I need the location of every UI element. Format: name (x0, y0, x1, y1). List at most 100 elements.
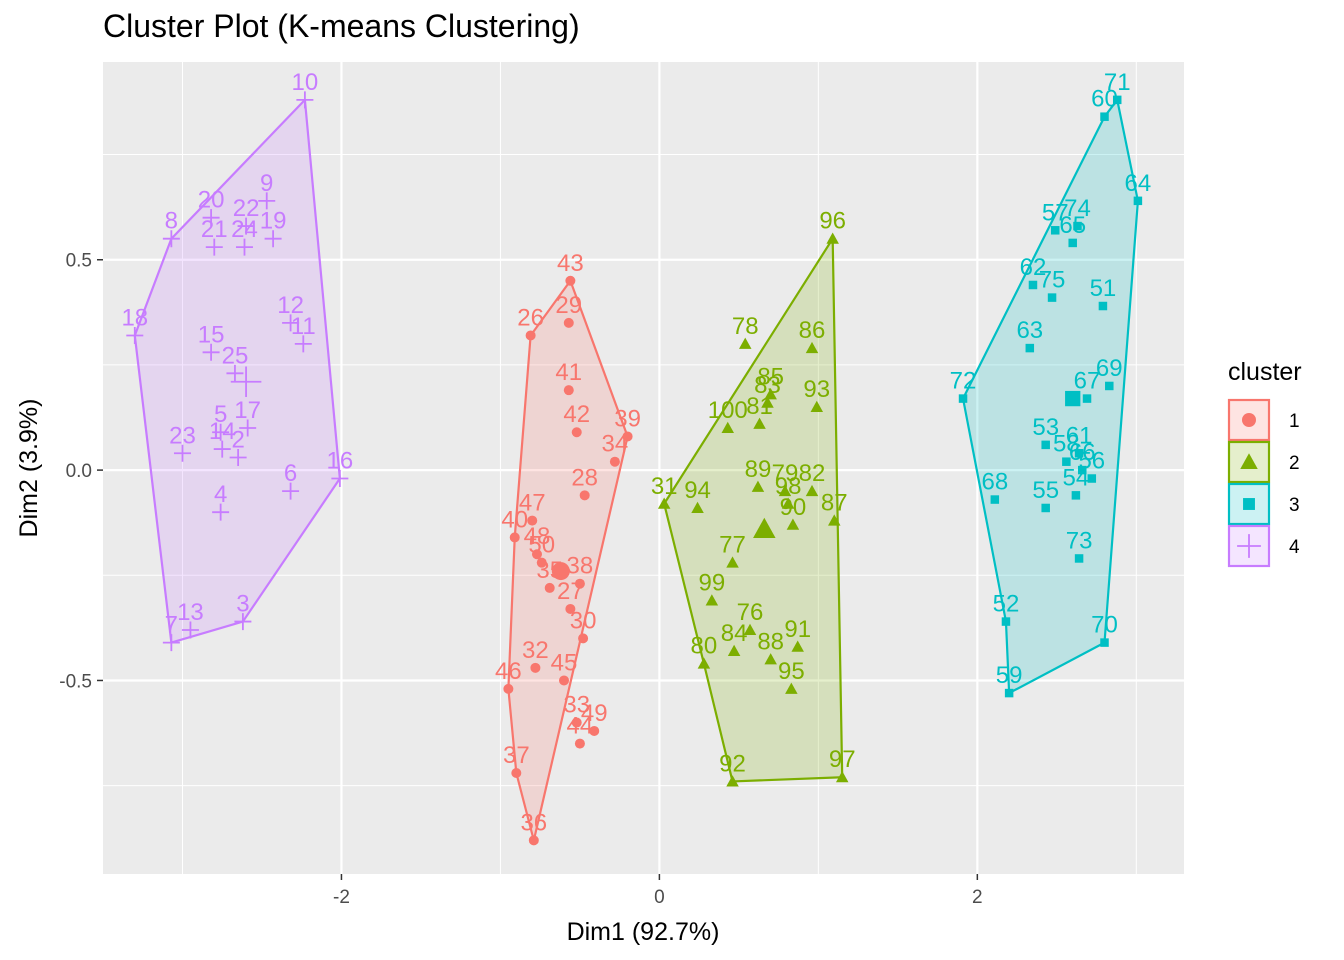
point-label: 59 (996, 662, 1023, 689)
point-label: 98 (775, 473, 802, 500)
point-82 (805, 484, 819, 497)
point-89 (751, 480, 765, 492)
point-98 (781, 497, 795, 509)
point-label: 77 (719, 532, 746, 559)
point-label: 71 (1104, 69, 1131, 96)
point-86 (805, 341, 819, 354)
point-44 (574, 738, 585, 749)
point-65 (1068, 238, 1077, 248)
point-label: 42 (563, 401, 590, 428)
point-label: 86 (799, 317, 826, 344)
point-20 (202, 209, 220, 227)
point-34 (609, 456, 620, 467)
point-label: 67 (1074, 368, 1101, 395)
legend: cluster 1 2 3 4 (1227, 358, 1302, 568)
point-55 (1041, 503, 1050, 513)
point-label: 66 (1069, 439, 1096, 466)
point-85 (764, 388, 777, 400)
point-label: 58 (1053, 431, 1080, 458)
point-label: 27 (557, 578, 584, 605)
legend-label-1: 1 (1289, 411, 1300, 432)
point-label: 34 (602, 431, 629, 458)
point-40 (509, 532, 520, 543)
legend-label-3: 3 (1289, 495, 1300, 516)
x-tick-label: 2 (972, 887, 983, 908)
x-axis: -2 0 2 (333, 874, 983, 908)
point-49 (589, 725, 600, 736)
point-36 (528, 835, 539, 846)
point-label: 90 (780, 494, 807, 521)
point-61 (1074, 449, 1084, 458)
point-label: 29 (555, 292, 582, 319)
grid-minor (103, 62, 1184, 874)
point-label: 65 (1059, 212, 1086, 239)
point-label: 88 (757, 628, 784, 655)
point-label: 73 (1066, 527, 1093, 554)
point-50 (536, 557, 547, 568)
point-label: 23 (169, 422, 196, 449)
point-label: 37 (503, 742, 530, 769)
plot-panel (103, 62, 1184, 874)
point-92 (726, 775, 739, 787)
centroid-1 (551, 562, 570, 581)
point-label: 20 (198, 187, 225, 214)
point-label: 52 (993, 591, 1020, 618)
point-3 (234, 613, 252, 631)
point-88 (764, 653, 777, 665)
point-label: 31 (651, 473, 678, 500)
point-label: 72 (950, 368, 977, 395)
point-38 (574, 578, 585, 589)
point-69 (1105, 381, 1114, 391)
point-68 (990, 495, 1000, 504)
point-label: 60 (1091, 86, 1118, 113)
point-76 (743, 623, 757, 635)
point-87 (828, 514, 841, 526)
point-56 (1087, 474, 1097, 483)
legend-label-2: 2 (1289, 453, 1300, 474)
point-label: 96 (819, 208, 846, 235)
point-label: 69 (1096, 355, 1123, 382)
point-90 (786, 518, 800, 530)
point-74 (1073, 221, 1082, 231)
point-label: 85 (757, 363, 784, 390)
point-14 (213, 440, 231, 458)
point-label: 46 (495, 658, 522, 685)
point-100 (721, 421, 735, 434)
point-label: 40 (501, 506, 528, 533)
point-label: 89 (745, 456, 772, 483)
cluster-hull-1 (507, 279, 629, 842)
point-label: 11 (291, 313, 316, 340)
point-48 (531, 549, 542, 560)
legend-marker-4 (1237, 534, 1261, 558)
point-52 (1001, 617, 1011, 626)
point-12 (282, 314, 300, 332)
point-10 (296, 91, 314, 109)
point-label: 91 (784, 616, 811, 643)
point-label: 39 (614, 405, 641, 432)
point-label: 33 (563, 692, 590, 719)
centroid-3 (1065, 390, 1081, 407)
point-label: 99 (699, 570, 726, 597)
point-label: 17 (234, 397, 261, 424)
point-73 (1074, 554, 1084, 563)
point-39 (622, 431, 633, 442)
point-label: 92 (719, 750, 746, 777)
point-26 (525, 330, 536, 341)
point-label: 12 (277, 292, 304, 319)
point-22 (237, 217, 255, 235)
point-62 (1028, 280, 1038, 290)
point-label: 94 (684, 477, 711, 504)
x-tick-label: 0 (654, 887, 665, 908)
point-75 (1047, 293, 1057, 302)
point-label: 93 (803, 376, 830, 403)
point-47 (527, 515, 538, 526)
point-label: 30 (570, 607, 597, 634)
point-label: 18 (121, 304, 148, 331)
point-label: 16 (327, 448, 354, 475)
point-33 (571, 717, 582, 728)
point-79 (778, 484, 792, 497)
point-21 (205, 238, 223, 256)
point-99 (705, 594, 719, 606)
point-label: 56 (1078, 448, 1105, 475)
